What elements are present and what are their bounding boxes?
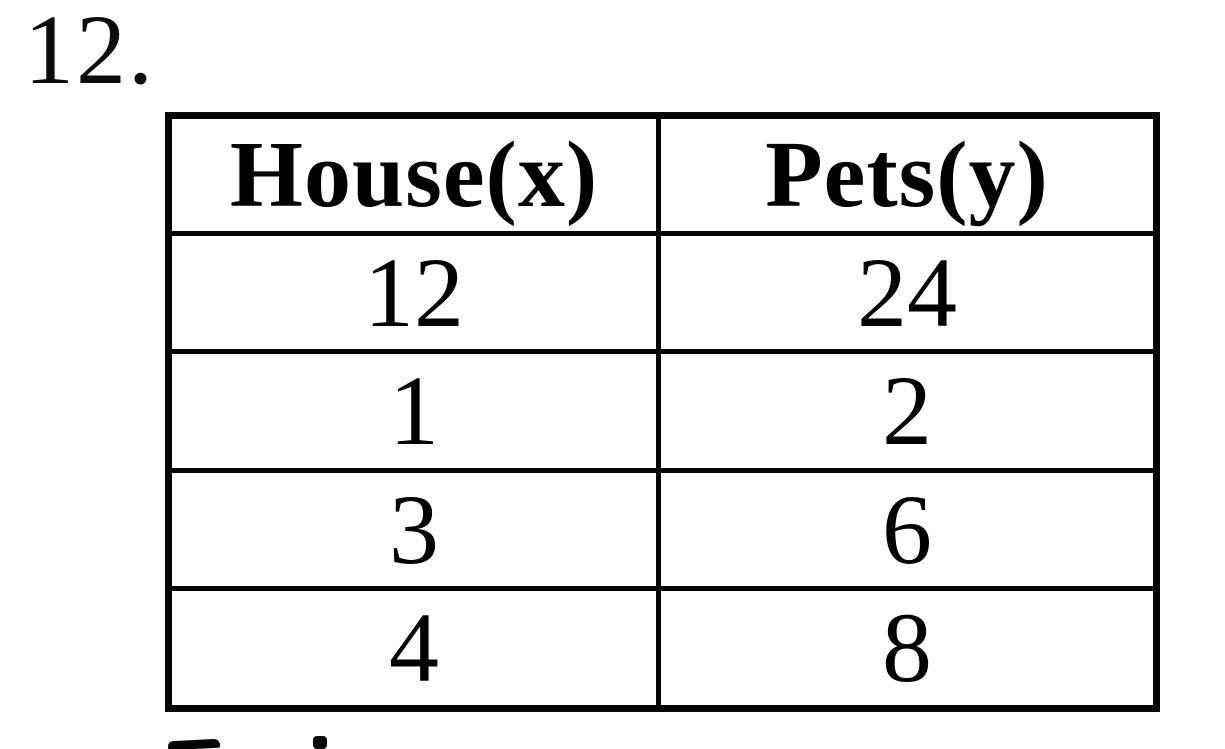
column-header-pets: Pets(y)	[656, 113, 1159, 236]
table-cell-house: 3	[165, 467, 662, 592]
table-header-row: House(x) Pets(y)	[165, 113, 1159, 236]
table-row: 4 8	[165, 586, 1159, 711]
question-number: 12.	[24, 0, 155, 105]
table-cell-pets: 6	[656, 467, 1159, 592]
values-table: House(x) Pets(y) 12 24 1 2 3 6 4 8	[165, 112, 1160, 712]
table-cell-house: 4	[165, 586, 662, 711]
table-cell-house: 1	[165, 349, 662, 473]
table-cell-pets: 8	[656, 586, 1159, 711]
cutoff-text-fragment	[167, 738, 221, 749]
cutoff-text-dot-fragment	[313, 736, 327, 749]
table-row: 1 2	[165, 349, 1159, 473]
table-cell-house: 12	[165, 230, 662, 355]
column-header-house: House(x)	[165, 113, 662, 236]
table-row: 12 24	[165, 230, 1159, 355]
table-row: 3 6	[165, 467, 1159, 592]
table-cell-pets: 2	[656, 349, 1159, 473]
table-cell-pets: 24	[656, 230, 1159, 355]
